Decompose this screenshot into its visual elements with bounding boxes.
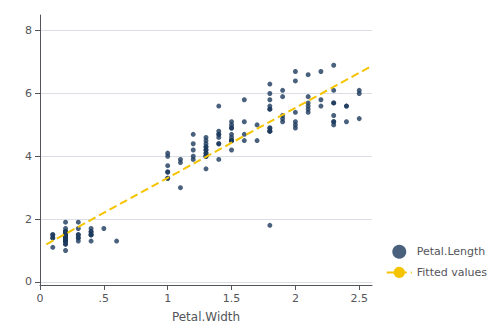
svg-text:Petal.Length: Petal.Length bbox=[417, 245, 486, 258]
svg-text:8: 8 bbox=[25, 24, 32, 37]
svg-text:Petal.Width: Petal.Width bbox=[172, 310, 240, 324]
svg-text:1: 1 bbox=[164, 292, 171, 305]
svg-text:.5: .5 bbox=[99, 292, 110, 305]
svg-text:2.5: 2.5 bbox=[350, 292, 368, 305]
svg-text:6: 6 bbox=[25, 87, 32, 100]
svg-text:0: 0 bbox=[37, 292, 44, 305]
svg-text:Fitted values: Fitted values bbox=[417, 266, 488, 279]
svg-text:0: 0 bbox=[25, 275, 32, 288]
svg-text:1.5: 1.5 bbox=[223, 292, 241, 305]
svg-text:2: 2 bbox=[25, 213, 32, 226]
svg-text:2: 2 bbox=[292, 292, 299, 305]
svg-text:4: 4 bbox=[25, 150, 32, 163]
